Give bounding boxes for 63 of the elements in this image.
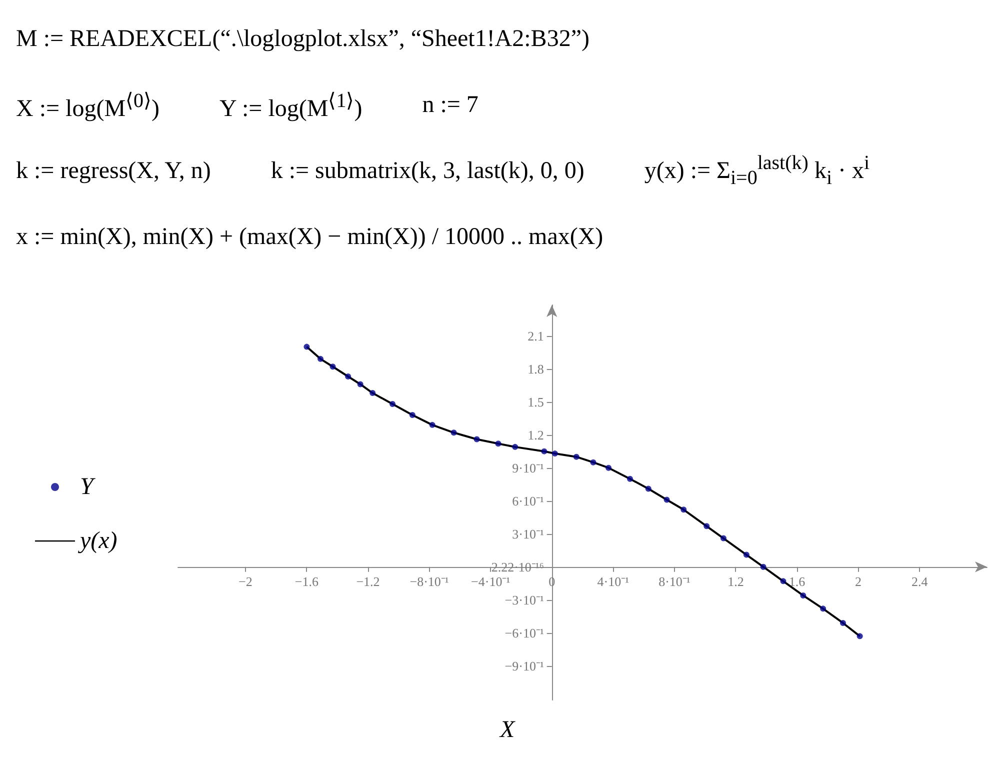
y-tick-label: 1.5 bbox=[528, 394, 544, 410]
point bbox=[840, 620, 846, 626]
x-tick-label: 2.4 bbox=[911, 574, 928, 589]
x-tick-label: −2 bbox=[238, 574, 252, 589]
y-tick-label: 9·10⁻¹ bbox=[512, 460, 544, 476]
point bbox=[743, 552, 750, 558]
point bbox=[409, 412, 416, 418]
y-tick-label: 2.1 bbox=[528, 328, 544, 344]
legend-label: y(x) bbox=[78, 528, 118, 554]
y-tick-label: −3·10⁻¹ bbox=[504, 592, 544, 608]
point bbox=[330, 364, 336, 370]
y-tick-label: 1.8 bbox=[528, 361, 544, 376]
point bbox=[720, 535, 726, 542]
x-tick-label: 1.6 bbox=[788, 574, 806, 589]
text: x := min(X), min(X) + (max(X) − min(X)) / 10000 .. max(X) bbox=[16, 224, 604, 250]
point bbox=[627, 476, 633, 482]
x-tick-label: −8·10⁻¹ bbox=[410, 574, 449, 589]
point bbox=[512, 444, 518, 450]
y-tick-label: 1.2 bbox=[528, 427, 544, 442]
y-tick-label: 3·10⁻¹ bbox=[512, 526, 544, 542]
point bbox=[304, 344, 310, 350]
legend-label: Y bbox=[80, 474, 96, 500]
y-tick-label: −6·10⁻¹ bbox=[504, 625, 544, 640]
text: M := READEXCEL(“.\loglogplot.xlsx”, “Sheet1!A2:B32”) bbox=[16, 26, 590, 52]
point bbox=[590, 459, 596, 466]
point bbox=[645, 486, 652, 492]
point bbox=[450, 430, 457, 436]
point bbox=[680, 506, 687, 513]
point bbox=[429, 422, 436, 428]
point bbox=[800, 592, 806, 598]
point bbox=[495, 440, 502, 447]
point bbox=[780, 578, 786, 584]
point bbox=[370, 390, 376, 396]
x-axis-title: X bbox=[499, 717, 516, 743]
point bbox=[760, 564, 766, 570]
point bbox=[345, 374, 352, 380]
text: X := log(M$^{⟨0⟩}$) bbox=[16, 88, 160, 122]
point bbox=[704, 523, 710, 530]
point bbox=[664, 496, 670, 503]
x-tick-label: 4·10⁻¹ bbox=[597, 574, 630, 589]
y-tick-label: −9·10⁻¹ bbox=[504, 658, 544, 674]
point bbox=[390, 401, 396, 408]
point bbox=[820, 606, 826, 612]
point bbox=[856, 633, 863, 640]
x-tick-label: 2 bbox=[855, 574, 862, 589]
text: k := regress(X, Y, n) bbox=[16, 158, 211, 184]
x-tick-label: −4·10⁻¹ bbox=[471, 574, 510, 589]
text: n := 7 bbox=[422, 92, 478, 118]
point bbox=[606, 464, 612, 471]
text: y(x) := Σ$_{i=0}$$^{last(k)}$ k$_{i}$ · x$^{i}$ bbox=[644, 152, 870, 190]
point bbox=[357, 381, 364, 388]
point bbox=[318, 356, 324, 362]
point bbox=[573, 454, 580, 460]
text: k := submatrix(k, 3, last(k), 0, 0) bbox=[270, 158, 584, 184]
point bbox=[474, 436, 480, 442]
x-tick-label: 8·10⁻¹ bbox=[658, 574, 690, 589]
x-tick-label: −1.2 bbox=[356, 574, 380, 589]
x-tick-label: −1.6 bbox=[294, 574, 319, 589]
point bbox=[541, 448, 548, 454]
text: Y := log(M$^{⟨1⟩}$) bbox=[220, 88, 362, 122]
x-tick-label: 1.2 bbox=[728, 574, 744, 589]
y-tick-label: 6·10⁻¹ bbox=[512, 493, 544, 508]
point bbox=[552, 450, 558, 457]
